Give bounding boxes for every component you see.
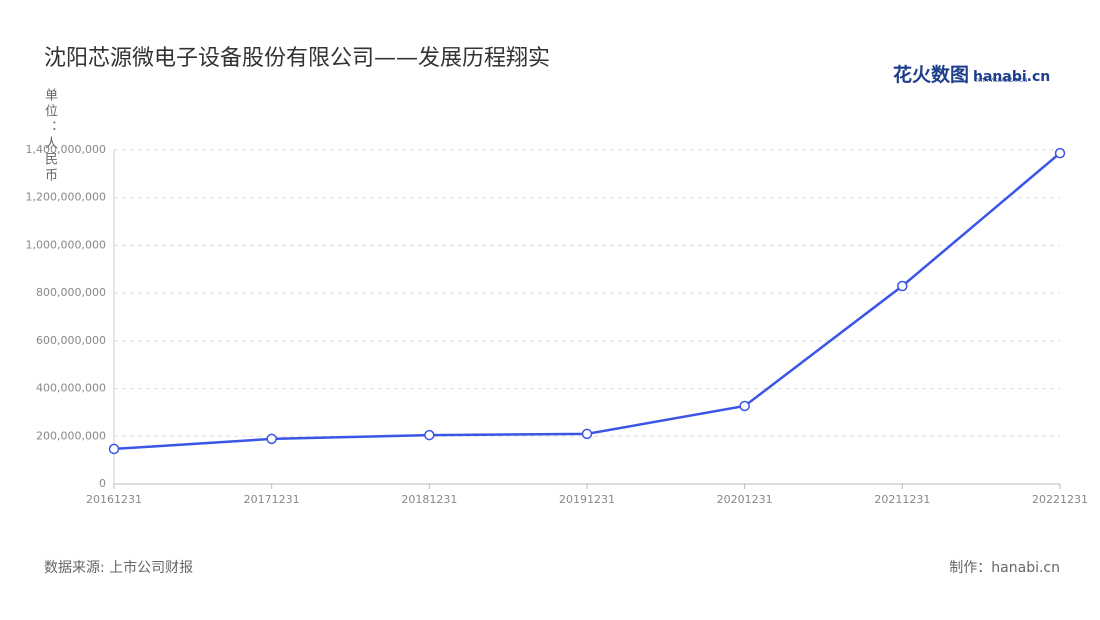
x-tick-label: 20221231 [1032, 493, 1088, 506]
chart-title: 沈阳芯源微电子设备股份有限公司——发展历程翔实 [44, 46, 551, 71]
point [424, 429, 435, 441]
y-tick-label: 1,400,000,000 [26, 143, 106, 156]
y-tick-label: 200,000,000 [36, 429, 106, 442]
logo-name: 花火数图 [893, 64, 970, 86]
x-tick-label: 20181231 [401, 493, 457, 506]
credit: 制作：hanabi.cn [949, 560, 1060, 576]
x-tick-label: 20211231 [874, 493, 930, 506]
y-tick-label: 800,000,000 [36, 286, 106, 299]
x-tick-label: 20171231 [244, 493, 300, 506]
point [108, 443, 120, 455]
y-tick-label: 400,000,000 [36, 382, 106, 395]
point [739, 400, 750, 412]
logo-tagline: DATA VISUALIZATION [975, 78, 1028, 84]
point [581, 428, 593, 440]
source: 数据来源: 上市公司财报 [44, 560, 194, 576]
y-tick-label: 1,200,000,000 [26, 191, 106, 204]
y-axis-label: 单位：人民币 [42, 88, 57, 184]
y-tick-label: 1,000,000,000 [26, 238, 106, 251]
y-tick-label: 0 [99, 477, 106, 490]
logo: 花火数图 hanabi.cn DATA VISUALIZATION [893, 60, 1050, 87]
logo-site: hanabi.cn [973, 69, 1051, 85]
point [1054, 147, 1066, 159]
x-tick-label: 20201231 [717, 493, 773, 506]
point [897, 280, 908, 292]
point [266, 433, 277, 445]
x-tick-label: 20161231 [86, 493, 142, 506]
x-tick-label: 20191231 [559, 493, 615, 506]
y-tick-label: 600,000,000 [36, 334, 106, 347]
